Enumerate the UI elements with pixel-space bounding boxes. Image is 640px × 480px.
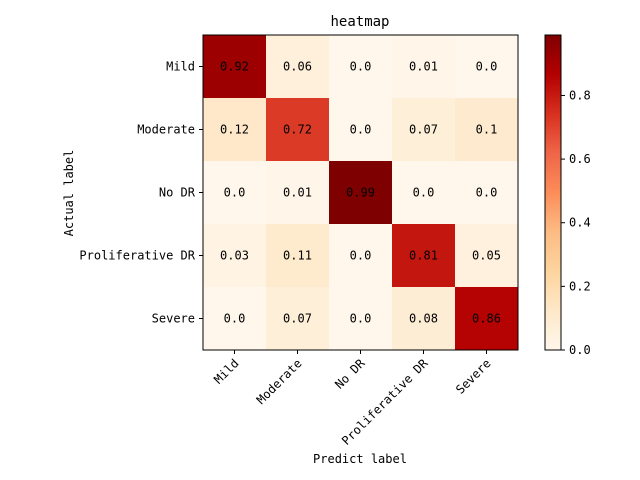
heatmap-cell <box>329 35 393 99</box>
chart-title: heatmap <box>330 14 389 30</box>
colorbar <box>544 34 562 351</box>
cell-value-label: 0.11 <box>283 249 312 263</box>
y-axis-ticks: Mild Moderate No DR Proliferative DR Severe <box>79 60 203 326</box>
y-tick-label: Moderate <box>137 123 195 137</box>
heatmap-cell <box>203 224 267 288</box>
heatmap-cell <box>203 98 267 162</box>
colorbar-tick-label: 0.4 <box>569 216 591 230</box>
heatmap-cell <box>203 161 267 225</box>
heatmap-cell <box>392 224 456 288</box>
heatmap-cell <box>266 35 330 99</box>
x-tick-label: Moderate <box>254 356 305 407</box>
y-tick-label: Mild <box>166 60 195 74</box>
y-tick-label: Proliferative DR <box>79 249 195 263</box>
cell-value-label: 0.72 <box>283 123 312 137</box>
cell-value-label: 0.05 <box>472 249 501 263</box>
cell-value-label: 0.0 <box>476 60 498 74</box>
heatmap-cell <box>392 98 456 162</box>
cell-value-label: 0.01 <box>409 60 438 74</box>
cell-value-label: 0.0 <box>350 123 372 137</box>
heatmap-cell <box>392 161 456 225</box>
cell-value-label: 0.01 <box>283 186 312 200</box>
heatmap-cell <box>329 161 393 225</box>
x-tick-label: Mild <box>211 356 241 386</box>
cell-value-label: 0.81 <box>409 249 438 263</box>
cell-value-label: 0.0 <box>224 186 246 200</box>
heatmap-cell <box>455 35 519 99</box>
y-axis-label: Actual label <box>62 150 76 237</box>
x-axis-label: Predict label <box>313 452 407 466</box>
cell-value-label: 0.03 <box>220 249 249 263</box>
heatmap-cell <box>455 98 519 162</box>
colorbar-tick-label: 0.2 <box>569 279 591 293</box>
cell-value-label: 0.06 <box>283 60 312 74</box>
heatmap-cell <box>455 161 519 225</box>
cell-value-label: 0.0 <box>224 312 246 326</box>
cell-value-label: 0.12 <box>220 123 249 137</box>
heatmap-cell <box>329 287 393 351</box>
colorbar-tick-label: 0.8 <box>569 88 591 102</box>
heatmap-cell-labels: 0.92 0.06 0.0 0.01 0.0 0.12 0.72 0.0 0.07 0.1 0.0 0… <box>220 60 501 326</box>
heatmap-cell <box>455 287 519 351</box>
colorbar-tick-label: 0.0 <box>569 343 591 357</box>
cell-value-label: 0.0 <box>413 186 435 200</box>
cell-value-label: 0.86 <box>472 312 501 326</box>
cell-value-label: 0.0 <box>476 186 498 200</box>
heatmap-cells <box>203 35 519 351</box>
heatmap-cell <box>329 98 393 162</box>
cell-value-label: 0.0 <box>350 249 372 263</box>
colorbar-tick-label: 0.6 <box>569 152 591 166</box>
y-tick-label: Severe <box>152 312 195 326</box>
heatmap-cell <box>266 287 330 351</box>
cell-value-label: 0.1 <box>476 123 498 137</box>
cell-value-label: 0.99 <box>346 186 375 200</box>
heatmap-cell <box>266 98 330 162</box>
y-tick-label: No DR <box>159 186 196 200</box>
heatmap-cell <box>392 35 456 99</box>
heatmap-cell <box>203 287 267 351</box>
heatmap-cell <box>455 224 519 288</box>
cell-value-label: 0.92 <box>220 60 249 74</box>
heatmap-cell <box>266 224 330 288</box>
cell-value-label: 0.0 <box>350 60 372 74</box>
heatmap-cell <box>329 224 393 288</box>
cell-value-label: 0.08 <box>409 312 438 326</box>
x-tick-label: Severe <box>453 356 494 397</box>
cell-value-label: 0.07 <box>283 312 312 326</box>
colorbar-ticks: 0.0 0.2 0.4 0.6 0.8 <box>561 88 591 357</box>
heatmap-cell <box>266 161 330 225</box>
heatmap-cell <box>392 287 456 351</box>
cell-value-label: 0.0 <box>350 312 372 326</box>
cell-value-label: 0.07 <box>409 123 438 137</box>
x-tick-label: No DR <box>332 356 368 392</box>
heatmap-cell <box>203 35 267 99</box>
